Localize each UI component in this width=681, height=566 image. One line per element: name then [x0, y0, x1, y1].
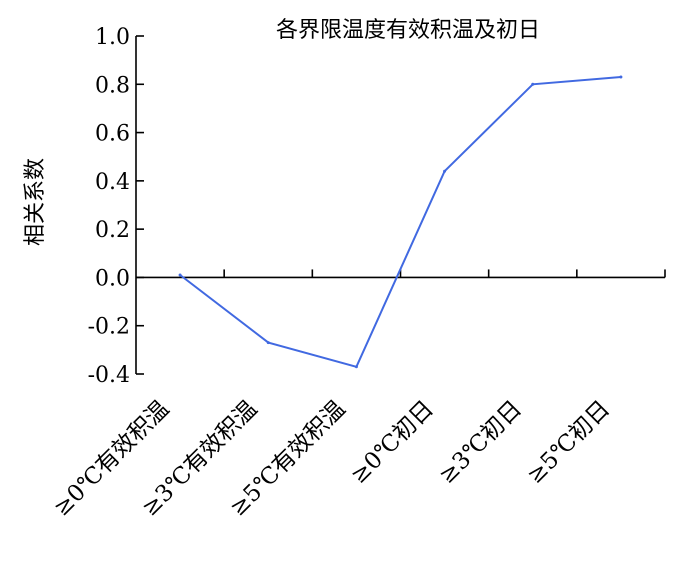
- series-group: [178, 75, 623, 369]
- data-point: [354, 365, 358, 369]
- y-tick-label: 0.2: [95, 218, 130, 243]
- category-labels: ≥0℃有效积温≥3℃有效积温≥5℃有效积温≥0℃初日≥3℃初日≥5℃初日: [49, 396, 615, 522]
- y-tick-label: -0.4: [88, 363, 130, 388]
- y-tick-label: 1.0: [95, 25, 130, 50]
- y-tick-label: 0.4: [95, 170, 130, 195]
- y-axis-label: 相关系数: [23, 158, 48, 246]
- y-tick-label: 0.6: [95, 122, 130, 147]
- y-tick-label: 0.0: [95, 266, 130, 291]
- y-axis: 1.0 0.8 0.6 0.4 0.2 0.0 -0.2 -0.4: [88, 25, 144, 388]
- x-tick-label: ≥3℃初日: [434, 396, 527, 489]
- data-point: [443, 169, 447, 173]
- x-tick-label: ≥0℃初日: [346, 396, 439, 489]
- data-point: [266, 341, 270, 345]
- data-point: [178, 273, 182, 277]
- y-tick-label: -0.2: [88, 315, 130, 340]
- data-point: [531, 82, 535, 86]
- x-tick-label: ≥5℃初日: [522, 396, 615, 489]
- series-line: [179, 76, 621, 368]
- data-point: [619, 75, 623, 79]
- chart-title: 各界限温度有效积温及初日: [276, 18, 540, 43]
- y-tick-label: 0.8: [95, 73, 130, 98]
